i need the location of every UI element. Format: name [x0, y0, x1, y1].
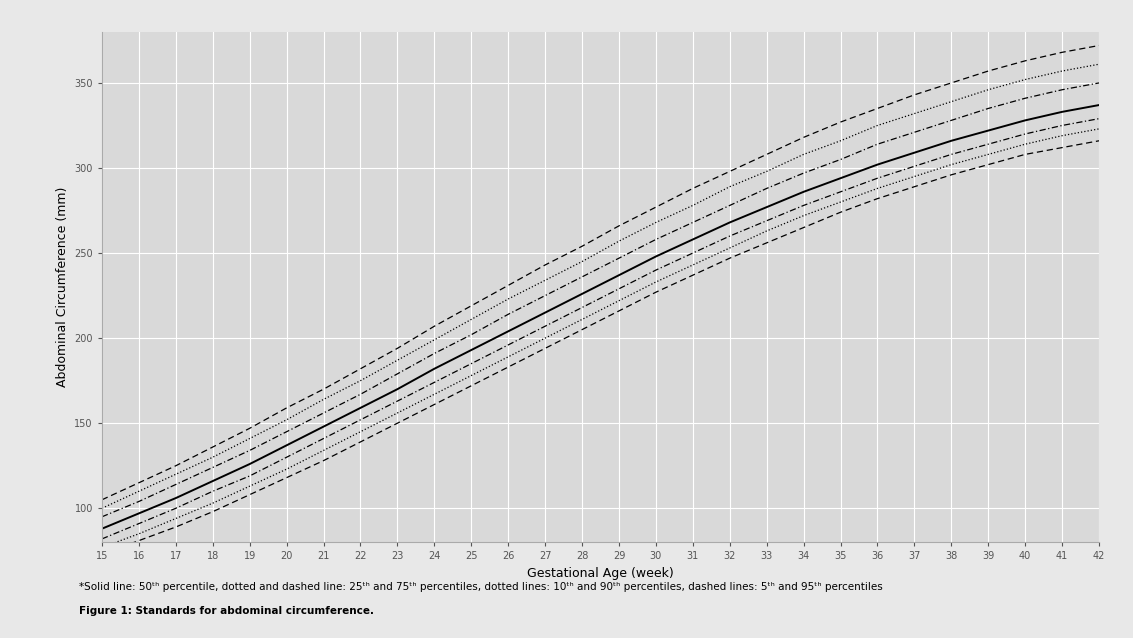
X-axis label: Gestational Age (week): Gestational Age (week): [527, 567, 674, 580]
Text: *Solid line: 50ᵗʰ percentile, dotted and dashed line: 25ᵗʰ and 75ᵗʰ percentiles,: *Solid line: 50ᵗʰ percentile, dotted and…: [79, 582, 883, 592]
Text: Figure 1: Standards for abdominal circumference.: Figure 1: Standards for abdominal circum…: [79, 605, 374, 616]
Y-axis label: Abdominal Circumference (mm): Abdominal Circumference (mm): [56, 187, 69, 387]
